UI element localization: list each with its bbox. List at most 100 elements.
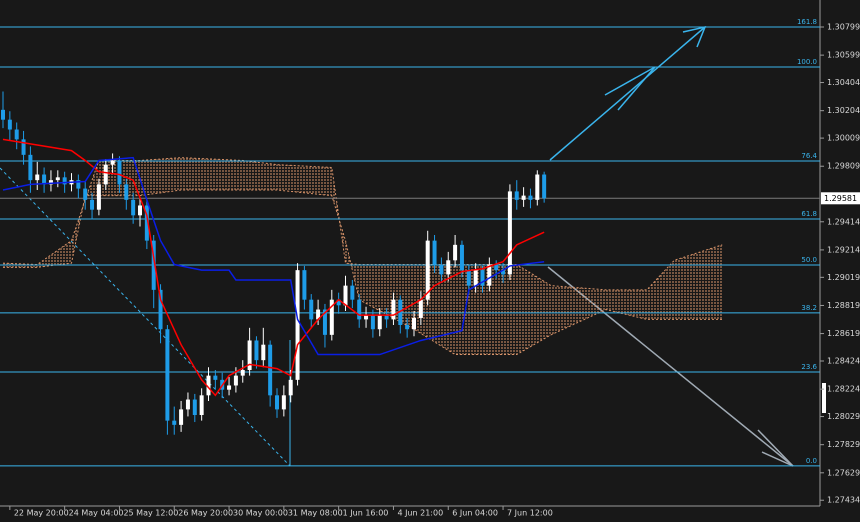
candle-body — [14, 129, 19, 140]
price-box — [821, 192, 860, 205]
candle-body — [521, 195, 526, 200]
candle-body — [281, 395, 286, 410]
candle-body — [501, 270, 506, 275]
x-tick-label: 4 Jun 21:00 — [397, 509, 443, 518]
y-tick-label: 1.28224 — [827, 385, 860, 394]
candle-body — [247, 340, 252, 371]
candle-body — [1, 109, 5, 120]
candle-body — [206, 375, 211, 396]
candle-body — [158, 289, 163, 330]
fib-label: 76.4 — [801, 152, 817, 160]
y-tick-label: 1.29414 — [827, 217, 860, 226]
candle-body — [507, 191, 512, 275]
indicator-line — [2, 138, 545, 397]
candle-body — [151, 240, 156, 290]
y-tick-label: 1.29019 — [827, 273, 860, 282]
candle-body — [213, 375, 218, 380]
indicator-line — [2, 156, 545, 356]
axis-marker — [822, 383, 826, 413]
candle-body — [165, 329, 170, 421]
candle-body — [377, 315, 382, 330]
fib-label: 23.6 — [801, 363, 817, 371]
x-tick-label: 30 May 00:00 — [233, 509, 288, 518]
y-tick-label: 1.30204 — [827, 106, 860, 115]
y-tick-label: 1.28819 — [827, 301, 860, 310]
candle-body — [227, 385, 232, 390]
y-tick-label: 1.30009 — [827, 134, 860, 143]
candle-body — [487, 264, 492, 286]
candle-body — [439, 264, 444, 275]
y-tick-label: 1.28424 — [827, 357, 860, 366]
candle-body — [357, 299, 362, 320]
fib-label: 161.8 — [797, 18, 817, 26]
projection-up — [604, 66, 656, 96]
fib-label: 38.2 — [801, 304, 817, 312]
y-tick-label: 1.30599 — [827, 51, 860, 60]
candle-body — [364, 315, 369, 320]
x-tick-label: 6 Jun 04:00 — [452, 509, 498, 518]
candle-body — [329, 299, 334, 335]
candle-body — [405, 325, 410, 330]
candle-body — [514, 191, 519, 200]
candle-body — [192, 399, 197, 416]
fib-label: 50.0 — [801, 256, 817, 264]
y-tick-label: 1.30404 — [827, 78, 860, 87]
candle-body — [55, 177, 60, 181]
projection-up — [549, 26, 706, 161]
y-tick-label: 1.28619 — [827, 329, 860, 338]
candle-body — [28, 154, 33, 181]
candle-body — [542, 174, 547, 199]
candle-body — [350, 285, 355, 300]
candle-body — [425, 240, 430, 300]
candle-body — [494, 264, 499, 271]
fib-label: 0.0 — [806, 457, 817, 465]
candle-body — [268, 344, 273, 396]
price-box-label: 1.29581 — [824, 194, 857, 203]
candle-body — [302, 270, 307, 300]
candle-body — [480, 270, 485, 286]
candle-body — [179, 409, 184, 425]
candle-body — [110, 160, 115, 165]
y-tick-label: 1.27434 — [827, 496, 860, 505]
candle-body — [446, 260, 451, 275]
candle-body — [48, 180, 53, 185]
candle-body — [473, 270, 478, 286]
candle-body — [254, 340, 259, 361]
candle-body — [384, 315, 389, 320]
fib-label: 100.0 — [797, 58, 817, 66]
candle-body — [240, 370, 245, 376]
candle-body — [261, 344, 266, 361]
candle-body — [398, 299, 403, 326]
candle-body — [90, 199, 95, 210]
candle-body — [117, 160, 122, 185]
candle-body — [336, 299, 341, 306]
x-tick-label: 31 May 08:00 — [288, 509, 343, 518]
x-tick-label: 25 May 12:00 — [123, 509, 178, 518]
candle-body — [432, 240, 437, 265]
candle-body — [453, 244, 458, 261]
cloud — [3, 157, 723, 355]
candle-body — [466, 270, 471, 286]
candle-body — [322, 309, 327, 335]
candle-body — [459, 244, 464, 271]
candle-body — [316, 309, 321, 320]
x-tick-label: 7 Jun 12:00 — [507, 509, 553, 518]
x-tick-label: 1 Jun 16:00 — [343, 509, 389, 518]
candle-body — [418, 299, 423, 318]
candle-body — [391, 299, 396, 320]
candle-body — [343, 285, 348, 306]
candle-body — [275, 395, 279, 410]
candle-body — [233, 375, 238, 386]
candle-body — [35, 174, 40, 181]
candle-body — [185, 399, 190, 410]
x-tick-label: 24 May 04:00 — [69, 509, 124, 518]
candle-body — [42, 174, 47, 185]
y-tick-label: 1.28029 — [827, 412, 860, 421]
candle-body — [7, 119, 12, 130]
candle-body — [535, 174, 540, 200]
y-tick-label: 1.29214 — [827, 245, 860, 254]
y-tick-label: 1.27829 — [827, 440, 860, 449]
candle-body — [528, 195, 533, 200]
y-tick-label: 1.30799 — [827, 23, 860, 32]
